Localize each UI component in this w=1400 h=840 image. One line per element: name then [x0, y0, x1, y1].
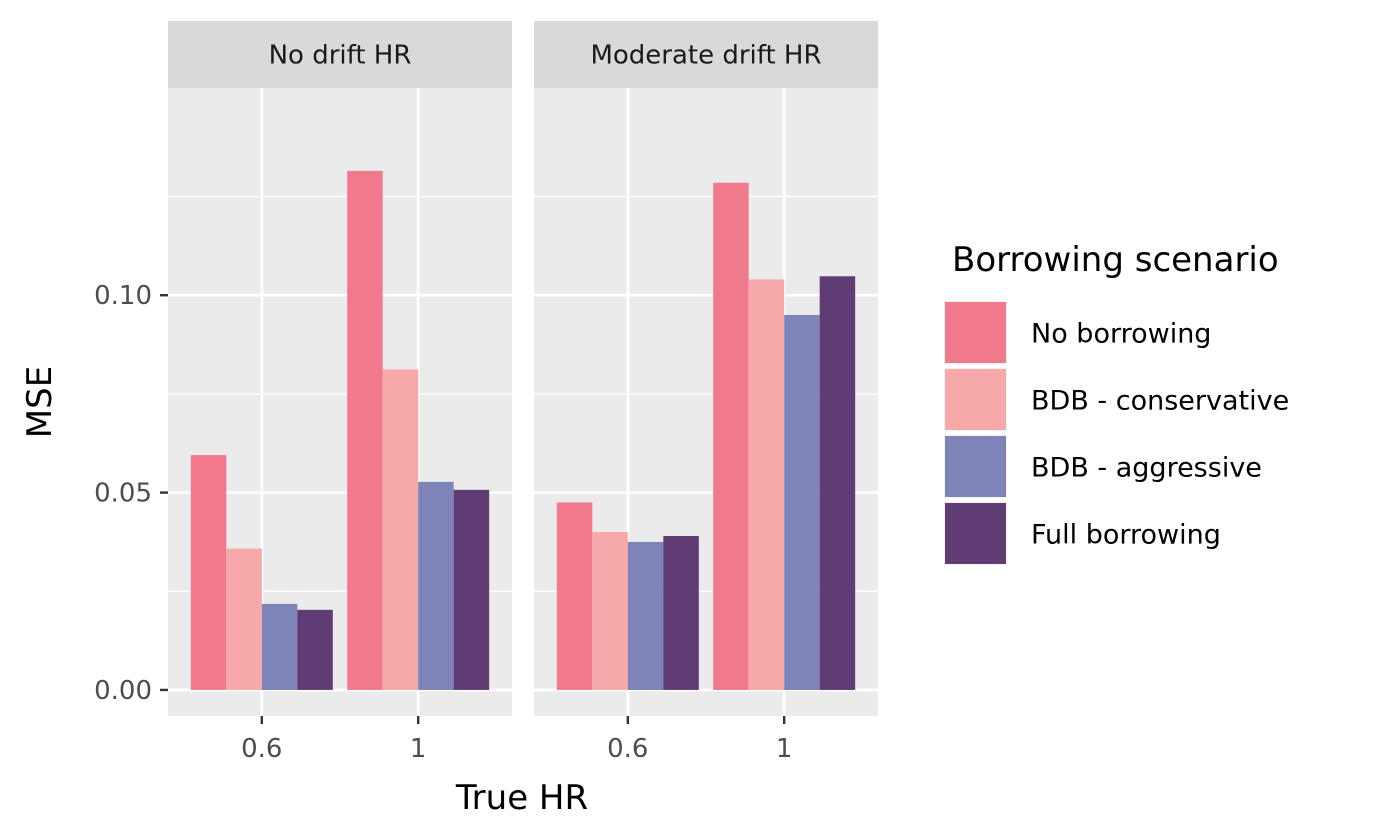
legend-key-swatch [945, 369, 1006, 430]
bar-full-borrowing-0_6 [297, 609, 333, 690]
y-axis: 0.00 0.05 0.10 [94, 281, 168, 706]
y-axis-title: MSE [20, 366, 60, 438]
bar-bdb-conservative-1 [748, 279, 785, 690]
legend-item-label: Full borrowing [1031, 520, 1221, 551]
facet-strip [168, 21, 512, 88]
bar-bdb-aggressive-1 [418, 481, 454, 690]
bar-full-borrowing-1 [819, 276, 856, 690]
facet-panels: No drift HR Moderate drift HR [168, 21, 878, 716]
y-tick-label: 0.00 [94, 676, 152, 706]
bar-no-borrowing-1 [713, 182, 749, 690]
x-tick-label: 0.6 [607, 734, 648, 764]
legend-item-label: BDB - conservative [1031, 386, 1289, 417]
legend-item-label: No borrowing [1031, 319, 1211, 350]
bar-bdb-aggressive-0_6 [261, 603, 298, 690]
x-tick-label: 0.6 [241, 734, 282, 764]
y-tick-label: 0.10 [94, 281, 152, 311]
legend-key-swatch [945, 503, 1006, 564]
legend-title: Borrowing scenario [952, 240, 1279, 280]
x-tick-label: 1 [410, 734, 427, 764]
legend-key-swatch [945, 436, 1006, 497]
legend-key-swatch [945, 302, 1006, 363]
x-tick-label: 1 [776, 734, 793, 764]
facet-strip-label: Moderate drift HR [590, 41, 821, 71]
legend-item-label: BDB - aggressive [1031, 453, 1262, 484]
x-axis: 0.6 1 0.6 1 [241, 716, 792, 764]
bar-bdb-aggressive-0_6 [627, 541, 664, 690]
bar-full-borrowing-0_6 [663, 536, 699, 690]
bar-bdb-conservative-0_6 [592, 532, 628, 690]
bar-no-borrowing-1 [347, 170, 383, 690]
x-axis-title: True HR [455, 778, 588, 818]
y-tick-label: 0.05 [94, 479, 152, 509]
bar-no-borrowing-0_6 [556, 502, 593, 690]
facet-strip-label: No drift HR [269, 41, 412, 71]
bar-bdb-aggressive-1 [784, 314, 820, 690]
bar-no-borrowing-0_6 [190, 455, 227, 690]
legend: Borrowing scenario No borrowing BDB - con… [944, 240, 1289, 565]
bar-bdb-conservative-0_6 [226, 548, 262, 690]
bar-bdb-conservative-1 [382, 369, 419, 690]
facet-strip [534, 21, 878, 88]
bar-full-borrowing-1 [453, 489, 490, 690]
